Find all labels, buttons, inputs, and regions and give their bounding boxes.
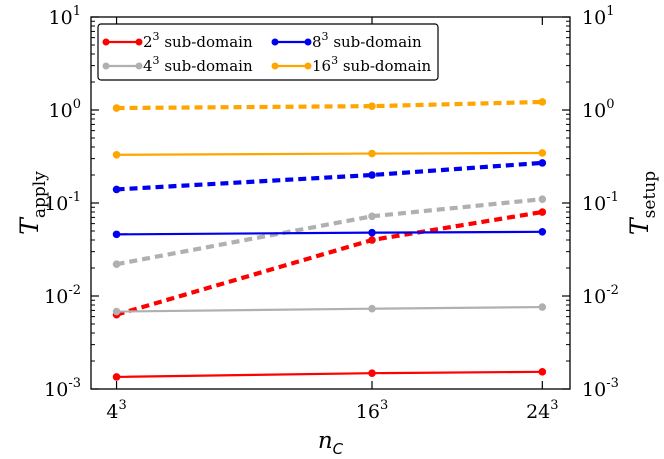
apply-line — [116, 230, 543, 236]
apply-point — [538, 228, 547, 236]
legend-swatch-point — [271, 38, 279, 46]
y-tick-label-left: 10-2 — [44, 283, 81, 308]
apply-point — [538, 149, 547, 157]
setup-point — [368, 212, 376, 221]
legend-label: 23 sub-domain — [143, 30, 253, 51]
legend-swatch-point — [304, 62, 312, 70]
y-tick-label-right: 101 — [582, 4, 614, 29]
y-tick-label-left: 100 — [49, 97, 81, 122]
setup-point — [368, 171, 376, 179]
setup-point — [538, 98, 547, 106]
setup-point — [112, 104, 121, 112]
setup-line — [115, 209, 543, 317]
apply-line — [116, 305, 543, 313]
apply-point — [112, 373, 121, 381]
legend: 23 sub-domain 83 sub-domain 43 sub-domain 1… — [97, 23, 439, 81]
apply-point — [112, 307, 121, 316]
apply-point — [368, 369, 376, 377]
y-tick-label-right: 100 — [582, 97, 614, 122]
y-tick-label-left: 10-3 — [44, 376, 81, 401]
apply-point — [538, 303, 547, 311]
legend-swatch-point — [304, 38, 312, 46]
setup-point — [112, 260, 121, 268]
setup-point — [368, 236, 376, 244]
ticks: 101 101 100 100 10-1 10-1 10-2 10-2 10-3 10-3 43 16… — [44, 4, 619, 423]
setup-point — [368, 102, 376, 110]
series-1 — [112, 195, 547, 316]
series-2 — [112, 159, 547, 239]
legend-swatch-point — [271, 62, 279, 70]
setup-point — [538, 208, 547, 216]
legend-swatch-point — [135, 62, 143, 70]
apply-point — [538, 368, 547, 376]
series-3 — [112, 98, 547, 159]
series-layer — [112, 98, 547, 381]
apply-point — [368, 228, 376, 237]
apply-point — [112, 230, 121, 239]
y-axis-label-left: Tapply — [15, 171, 50, 235]
setup-point — [538, 159, 547, 167]
setup-point — [112, 185, 121, 194]
setup-line — [116, 160, 543, 192]
setup-point — [538, 195, 547, 203]
legend-box — [97, 23, 439, 81]
y-tick-label-left: 101 — [49, 4, 81, 29]
x-axis-label: nC — [318, 428, 344, 458]
legend-swatch-point — [102, 38, 110, 46]
series-0 — [112, 208, 547, 381]
y-tick-label-left: 10-1 — [44, 190, 81, 215]
y-tick-label-right: 10-3 — [582, 376, 619, 401]
legend-label: 83 sub-domain — [312, 30, 422, 51]
x-tick-label: 243 — [526, 398, 558, 423]
legend-swatch-point — [135, 38, 143, 46]
apply-point — [112, 150, 121, 159]
legend-label: 163 sub-domain — [312, 54, 431, 75]
x-tick-label: 163 — [356, 398, 388, 423]
setup-line — [116, 99, 543, 111]
y-axis-label-right: Tsetup — [625, 171, 660, 235]
y-tick-label-right: 10-2 — [582, 283, 619, 308]
apply-line — [116, 370, 543, 378]
x-tick-label: 43 — [106, 398, 126, 423]
apply-point — [368, 304, 376, 313]
apply-point — [368, 149, 376, 158]
legend-label: 43 sub-domain — [143, 54, 253, 75]
legend-swatch-point — [102, 62, 110, 70]
y-tick-label-right: 10-1 — [582, 190, 619, 215]
axis-labels: nC Tapply Tsetup — [15, 171, 660, 458]
apply-line — [116, 151, 543, 156]
